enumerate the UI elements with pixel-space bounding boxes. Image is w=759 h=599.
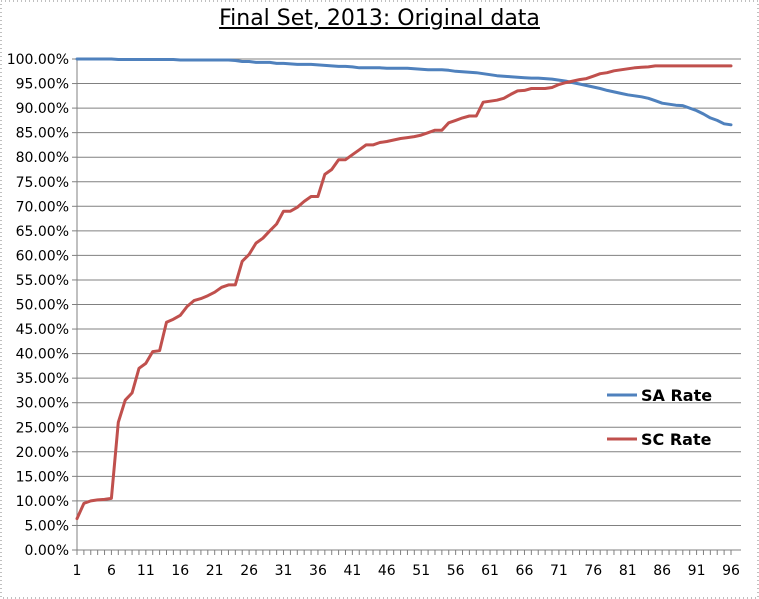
x-tick-label: 21 — [206, 563, 224, 579]
y-tick-labels: 0.00% 5.00% 10.00% 15.00% 20.00% 25.00% 30.00%… — [7, 52, 69, 559]
x-tick-labels: 1 6 11 16 21 26 31 36 41 46 51 56 61 66 71 76 81 86 91 96 — [73, 563, 740, 579]
series-line-sc-rate — [75, 64, 733, 521]
x-tick-label: 11 — [137, 563, 155, 579]
y-tick-label: 25.00% — [16, 420, 69, 436]
x-tick-label: 66 — [516, 563, 534, 579]
axes — [72, 58, 741, 555]
x-tick-label: 61 — [481, 563, 499, 579]
y-tick-label: 5.00% — [25, 518, 69, 534]
x-tick-label: 1 — [73, 563, 82, 579]
y-tick-label: 35.00% — [16, 371, 69, 387]
y-tick-label: 75.00% — [16, 175, 69, 191]
y-tick-label: 80.00% — [16, 150, 69, 166]
y-tick-label: 20.00% — [16, 445, 69, 461]
y-tick-label: 100.00% — [7, 52, 69, 68]
x-tick-label: 16 — [171, 563, 189, 579]
y-tick-label: 85.00% — [16, 126, 69, 142]
x-tick-label: 31 — [275, 563, 293, 579]
y-tick-label: 95.00% — [16, 77, 69, 93]
x-tick-label: 56 — [447, 563, 465, 579]
x-tick-label: 41 — [343, 563, 361, 579]
y-tick-label: 0.00% — [25, 543, 69, 559]
x-tick-label: 81 — [619, 563, 637, 579]
x-tick-label: 6 — [107, 563, 116, 579]
chart-title: Final Set, 2013: Original data — [219, 6, 540, 31]
y-tick-label: 30.00% — [16, 396, 69, 412]
y-tick-label: 70.00% — [16, 199, 69, 215]
x-tick-label: 96 — [722, 563, 740, 579]
y-tick-label: 60.00% — [16, 248, 69, 264]
x-tick-label: 76 — [584, 563, 602, 579]
x-tick-label: 51 — [412, 563, 430, 579]
x-tick-label: 71 — [550, 563, 568, 579]
y-tick-label: 55.00% — [16, 273, 69, 289]
y-tick-label: 65.00% — [16, 224, 69, 240]
y-tick-label: 15.00% — [16, 469, 69, 485]
legend-label-sc-rate: SC Rate — [641, 430, 712, 449]
y-tick-label: 40.00% — [16, 347, 69, 363]
x-tick-label: 86 — [653, 563, 671, 579]
y-tick-label: 45.00% — [16, 322, 69, 338]
x-tick-label: 46 — [378, 563, 396, 579]
series-lines — [75, 57, 733, 521]
y-tick-label: 90.00% — [16, 101, 69, 117]
x-tick-label: 36 — [309, 563, 327, 579]
x-tick-label: 91 — [688, 563, 706, 579]
legend-label-sa-rate: SA Rate — [641, 386, 712, 405]
legend: SA Rate SC Rate — [607, 386, 712, 449]
gridlines — [77, 58, 741, 551]
series-line-sa-rate — [75, 57, 733, 127]
x-tick-label: 26 — [240, 563, 258, 579]
y-tick-label: 10.00% — [16, 494, 69, 510]
y-tick-label: 50.00% — [16, 298, 69, 314]
